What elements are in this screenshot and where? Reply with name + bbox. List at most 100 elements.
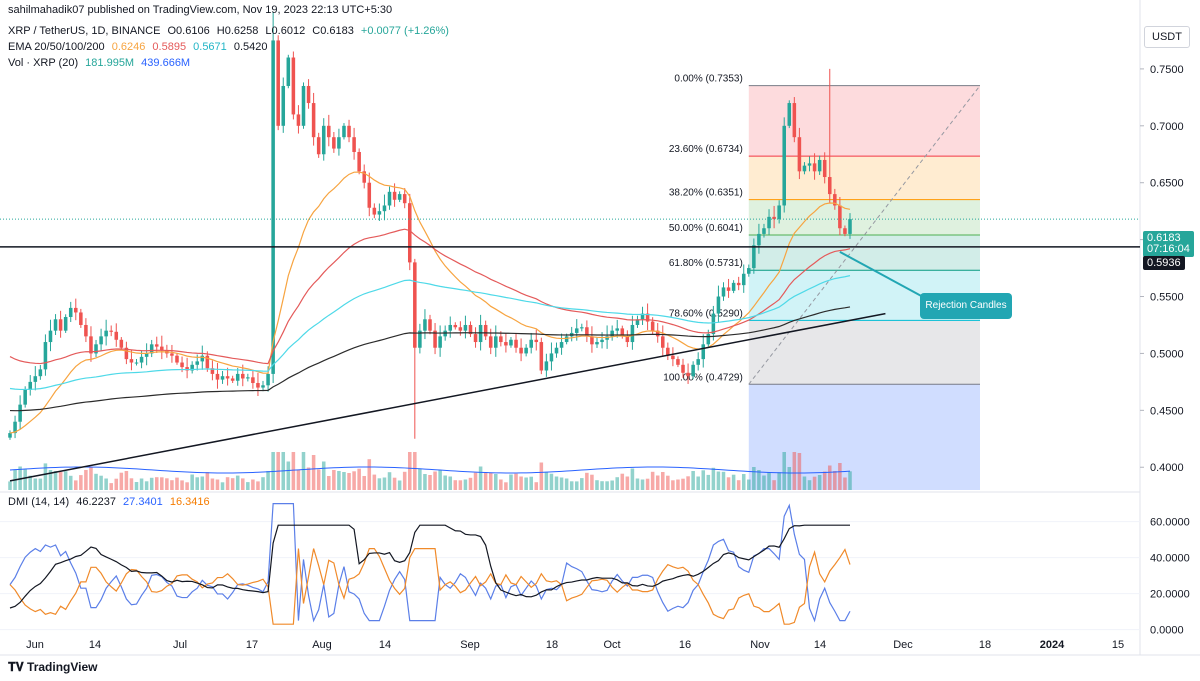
volume-bar <box>438 470 442 490</box>
candle-body <box>574 328 579 333</box>
volume-bar <box>79 475 83 490</box>
candle-body <box>539 342 544 371</box>
candle-body <box>458 327 463 331</box>
ema-lines <box>9 171 851 434</box>
ema-label[interactable]: EMA 20/50/100/200 <box>8 41 105 53</box>
volume-bar <box>160 477 164 490</box>
rejection-candles-callout[interactable]: Rejection Candles <box>920 293 1012 319</box>
candle-body <box>438 336 442 348</box>
candle-body <box>747 268 751 274</box>
volume-legend: Vol · XRP (20) 181.995M 439.666M <box>8 56 194 70</box>
bar-countdown: 07:16:04 <box>1147 243 1190 255</box>
volume-bar <box>190 474 194 490</box>
candle-body <box>225 376 230 379</box>
tradingview-logo[interactable]: 𝐓𝐕 TradingView <box>8 660 98 675</box>
ema50-line <box>9 228 851 365</box>
volume-label[interactable]: Vol · XRP (20) <box>8 57 79 69</box>
volume-bar <box>822 471 827 490</box>
time-tick-label: 14 <box>379 639 391 651</box>
volume-bar <box>711 467 716 490</box>
fib-level-label: 38.20% (0.6351) <box>669 188 743 199</box>
candle-body <box>625 336 630 343</box>
volume-bar <box>372 474 377 490</box>
candle-body <box>585 327 589 337</box>
candle-body <box>392 191 397 200</box>
volume-bar <box>357 468 361 490</box>
dmi-label[interactable]: DMI (14, 14) <box>8 496 70 508</box>
candle-body <box>686 372 690 377</box>
currency-button[interactable]: USDT <box>1144 26 1190 48</box>
publisher-note: sahilmahadik07 published on TradingView.… <box>8 4 393 16</box>
fib-level-label: 61.80% (0.5731) <box>669 258 743 269</box>
candle-body <box>433 330 437 348</box>
candle-body <box>731 282 736 291</box>
volume-bar <box>574 481 579 490</box>
volume-bar <box>418 468 422 490</box>
candle-body <box>549 353 554 362</box>
time-tick-label: 16 <box>679 639 691 651</box>
volume-bar <box>448 476 453 490</box>
candle-body <box>655 330 660 337</box>
ema50-value: 0.5895 <box>152 41 187 53</box>
volume-bar <box>504 482 508 490</box>
volume-bar <box>23 469 27 490</box>
candle-body <box>311 103 316 138</box>
volume-bar <box>559 477 564 490</box>
volume-bar <box>301 452 306 490</box>
time-tick-label: Jul <box>173 639 187 651</box>
volume-bar <box>38 478 43 490</box>
volume-bar <box>246 482 250 490</box>
volume-bar <box>590 474 594 490</box>
volume-bar <box>615 477 619 490</box>
symbol-title[interactable]: XRP / TetherUS, 1D, BINANCE <box>8 25 161 37</box>
candle-body <box>99 336 103 345</box>
candle-body <box>296 114 301 126</box>
candle-body <box>488 336 493 348</box>
time-axis: Jun 14 Jul 17 Aug 14 Sep 18 Oct 16 Nov 14 Dec 18 2024 1… <box>26 639 1124 651</box>
candle-body <box>114 331 119 340</box>
volume-bar <box>620 473 625 490</box>
volume-bar <box>43 463 48 490</box>
volume-bar <box>478 466 483 490</box>
volume-bar <box>124 471 129 490</box>
candle-body <box>352 137 356 152</box>
volume-bar <box>241 478 245 490</box>
volume-bar <box>519 476 523 490</box>
volume-bar <box>827 465 832 490</box>
volume-bar <box>347 473 351 490</box>
ema100-line <box>9 275 851 391</box>
candle-body <box>721 287 726 297</box>
volume-bar <box>48 470 53 490</box>
adx-value: 46.2237 <box>76 496 116 508</box>
candle-body <box>650 321 655 331</box>
candle-body <box>792 103 797 138</box>
candle-body <box>119 339 124 348</box>
candle-body <box>43 342 48 370</box>
candle-body <box>772 216 776 220</box>
high-value: H0.6258 <box>216 25 259 37</box>
volume-bar <box>726 477 731 490</box>
volume-bar <box>463 479 468 490</box>
volume-bar <box>367 459 372 490</box>
candle-body <box>630 324 635 343</box>
volume-bar <box>483 472 488 490</box>
tv-logo-icon: 𝐓𝐕 <box>8 660 28 674</box>
candle-body <box>63 317 68 331</box>
dmi-tick-label: 0.0000 <box>1150 625 1184 637</box>
volume-bar <box>625 476 630 490</box>
candle-body <box>362 171 366 183</box>
volume-bar <box>286 461 291 490</box>
candle-body <box>306 85 311 104</box>
candle-body <box>544 361 549 371</box>
candle-body <box>134 362 139 364</box>
candle-body <box>817 159 822 172</box>
candle-body <box>13 421 17 434</box>
dmi-tick-label: 40.0000 <box>1150 553 1190 565</box>
volume-bar <box>458 480 463 490</box>
candle-body <box>478 324 483 343</box>
fib-zone <box>748 85 980 157</box>
volume-bar <box>529 476 533 490</box>
minus-di-line <box>9 547 851 625</box>
candle-body <box>281 85 286 126</box>
